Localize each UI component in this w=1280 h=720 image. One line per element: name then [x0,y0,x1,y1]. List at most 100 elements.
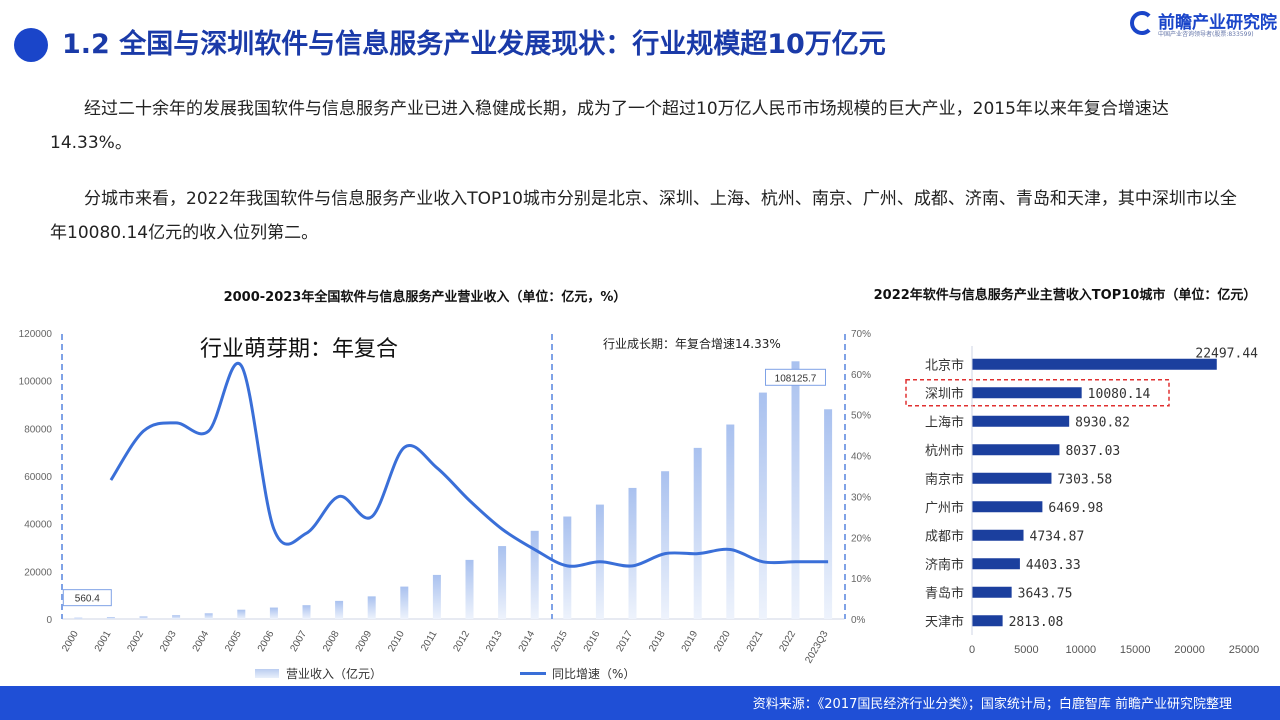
x-tick-label: 2008 [321,629,342,654]
revenue-bar [74,617,83,619]
x-tick-label: 0 [969,644,975,656]
annotation-early-phase: 行业萌芽期：年复合 [200,337,398,362]
revenue-chart-title: 2000-2023年全国软件与信息服务产业营业收入（单位：亿元，%） [223,290,627,305]
city-bar [972,615,1003,627]
data-label-box-peak [765,368,826,386]
logo-icon [1130,11,1154,35]
x-tick-label: 25000 [1229,644,1260,656]
x-tick-label: 2015 [549,629,570,654]
city-label: 北京市 [925,357,964,373]
y-right-tick-label: 0% [851,615,866,626]
y-right-tick-label: 10% [851,574,871,585]
revenue-bar [726,424,735,619]
data-label-first: 560.4 [75,594,100,605]
revenue-bar [824,409,833,619]
revenue-bar [172,615,181,619]
city-bar [972,472,1052,484]
footer-bar: 资料来源：《2017国民经济行业分类》；国家统计局；白鹿智库 前瞻产业研究院整理 [0,686,1280,720]
y-left-tick-label: 0 [46,615,52,626]
legend-swatch-revenue [255,669,279,678]
city-label: 南京市 [925,471,964,487]
revenue-bar [139,616,148,619]
y-left-tick-label: 80000 [24,424,52,435]
y-right-tick-label: 60% [851,370,871,381]
x-tick-label: 20000 [1174,644,1205,656]
growth-rate-line [109,361,829,568]
x-tick-label: 2003 [158,629,179,654]
city-label: 天津市 [925,614,964,630]
paragraph-industry-scale: 经过二十余年的发展我国软件与信息服务产业已进入稳健成长期，成为了一个超过10万亿… [50,99,1169,153]
paragraph-city-ranking: 分城市来看，2022年我国软件与信息服务产业收入TOP10城市分别是北京、深圳、… [50,189,1237,243]
x-tick-label: 2018 [647,629,668,654]
revenue-bar [530,530,539,619]
y-left-tick-label: 100000 [19,377,53,388]
x-tick-label: 2004 [191,629,212,654]
city-label: 上海市 [925,414,964,430]
x-tick-label: 2005 [223,629,244,654]
y-right-tick-label: 20% [851,533,871,544]
revenue-bar [628,487,637,619]
x-tick-label: 2019 [680,629,701,654]
x-tick-label: 5000 [1014,644,1038,656]
title-bullet [14,28,48,62]
revenue-bar [302,605,311,619]
y-right-tick-label: 50% [851,411,871,422]
city-value-label: 6469.98 [1048,501,1103,516]
x-tick-label: 2002 [125,629,146,654]
x-tick-label: 15000 [1120,644,1151,656]
city-bar [972,358,1217,370]
legend-label-growth: 同比增速（%） [552,667,636,681]
x-tick-label: 2007 [288,629,309,654]
x-tick-label: 2013 [484,629,505,654]
x-tick-label: 2020 [712,629,733,654]
city-value-label: 8930.82 [1075,415,1130,430]
city-value-label: 3643.75 [1018,586,1073,601]
highlight-box [905,379,1170,407]
city-chart-title: 2022年软件与信息服务产业主营收入TOP10城市（单位：亿元） [873,288,1257,303]
x-tick-label: 2006 [256,629,277,654]
city-bar [972,529,1024,541]
x-tick-label: 2014 [517,629,538,654]
city-bar [972,558,1020,570]
city-value-label: 7303.58 [1057,472,1112,487]
legend-label-revenue: 营业收入（亿元） [286,667,383,681]
x-tick-label: 2009 [354,629,375,654]
city-value-label: 10080.14 [1088,387,1151,402]
x-tick-label: 2017 [614,629,635,654]
y-left-tick-label: 20000 [24,567,52,578]
x-tick-label: 2011 [419,629,439,654]
revenue-bar [204,613,213,619]
y-left-tick-label: 120000 [19,329,53,340]
city-label: 广州市 [925,500,964,516]
revenue-bar [335,600,344,619]
revenue-bar [563,516,572,619]
city-label: 成都市 [925,528,964,544]
city-label: 青岛市 [925,585,964,601]
revenue-bar [661,471,670,619]
y-left-tick-label: 40000 [24,520,52,531]
revenue-bar [465,559,474,619]
revenue-growth-chart: 0 20000 40000 60000 80000 100000 120000 0% 10% 20… [19,329,871,665]
revenue-bar [791,361,800,619]
city-bar [972,444,1060,456]
logo-name: 前瞻产业研究院 [1158,13,1277,33]
city-label: 深圳市 [925,386,964,402]
page-title: 1.2 全国与深圳软件与信息服务产业发展现状：行业规模超10万亿元 [62,29,886,60]
x-tick-label: 2001 [93,629,114,654]
city-label: 济南市 [925,557,964,573]
y-right-tick-label: 40% [851,452,871,463]
city-bar [972,387,1082,399]
city-label: 杭州市 [925,443,964,459]
revenue-bar [106,617,115,619]
y-left-tick-label: 60000 [24,472,52,483]
city-bar [972,586,1012,598]
city-value-label: 8037.03 [1065,444,1120,459]
logo-subtitle: 中国产业咨询领导者(股票:833599) [1158,31,1254,38]
revenue-bar [498,546,507,619]
x-tick-label: 2012 [451,629,472,654]
city-value-label: 22497.44 [1195,346,1258,361]
x-tick-label: 2016 [582,629,603,654]
city-bar [972,415,1070,427]
data-label-peak: 108125.7 [775,373,817,384]
revenue-bar [269,607,278,619]
